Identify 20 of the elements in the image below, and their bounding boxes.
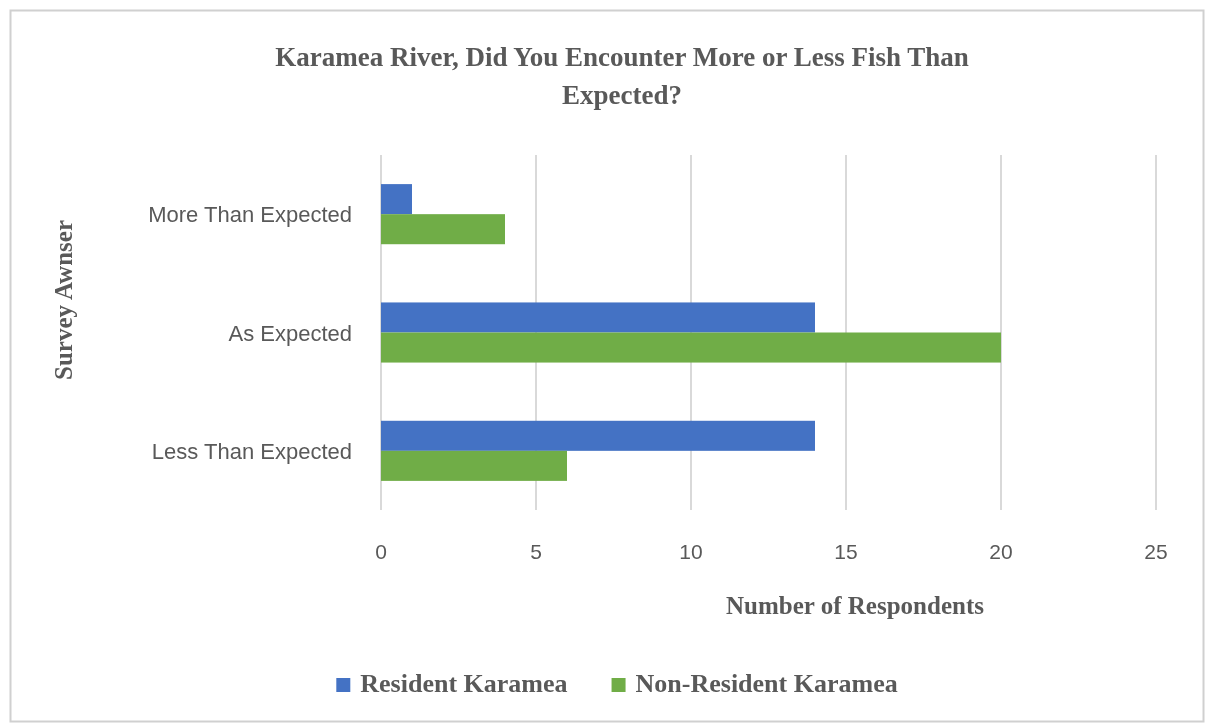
bar: [381, 450, 567, 481]
x-axis-title: Number of Respondents: [726, 592, 985, 619]
bar: [381, 332, 1001, 363]
y-tick-label: More Than Expected: [148, 202, 352, 228]
x-tick-label: 15: [834, 540, 858, 563]
x-tick-label: 5: [530, 540, 542, 563]
bar: [381, 184, 412, 215]
x-tick-label: 20: [989, 540, 1013, 563]
bar: [381, 214, 505, 245]
legend-label: Non-Resident Karamea: [635, 669, 898, 698]
chart-title: Karamea River, Did You Encounter More or Less Fish Than Expected?: [275, 42, 969, 110]
bar: [381, 420, 815, 451]
y-axis-title: Survey Awnser: [50, 220, 77, 380]
x-tick-label: 10: [679, 540, 703, 563]
y-tick-label: Less Than Expected: [151, 438, 352, 464]
x-tick-label: 0: [375, 540, 387, 563]
x-tick-label: 25: [1144, 540, 1168, 563]
y-tick-label: As Expected: [228, 320, 352, 346]
legend-label: Resident Karamea: [360, 669, 568, 698]
bar: [381, 302, 815, 333]
